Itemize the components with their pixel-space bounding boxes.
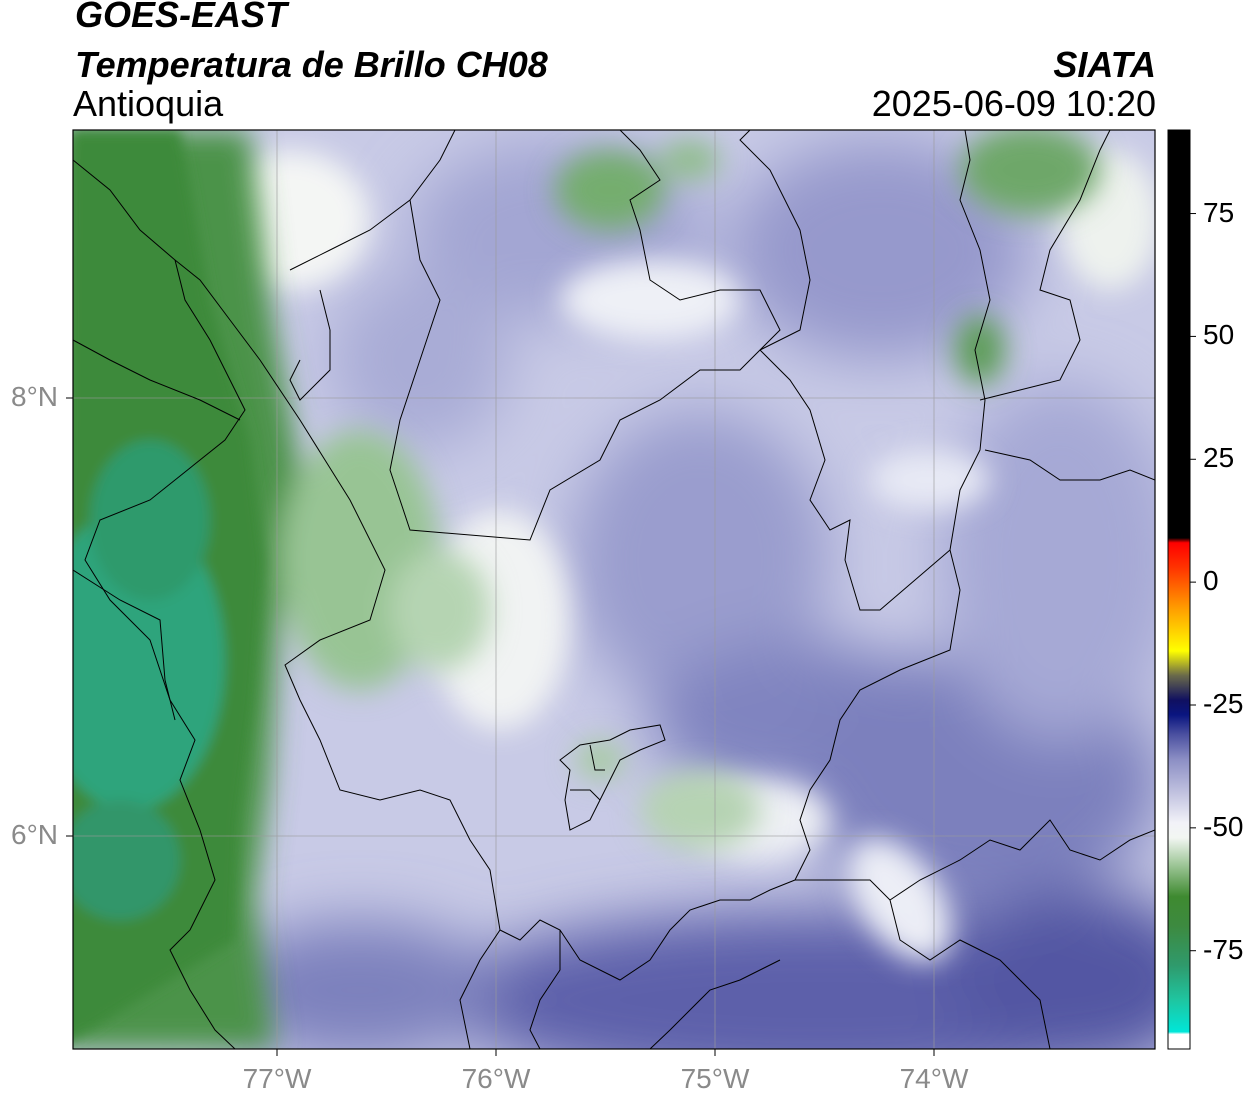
colorbar-label: 25 [1203, 442, 1235, 474]
colorbar-label: -75 [1203, 933, 1244, 965]
lat-label-6n: 6°N [11, 819, 58, 850]
organization-label: SIATA [1053, 44, 1156, 85]
axis-ticks [66, 397, 935, 1056]
lon-label-75w: 75°W [680, 1063, 750, 1094]
colorbar-label: 0 [1203, 565, 1219, 597]
colorbar-label: 75 [1203, 196, 1235, 228]
colorbar-label: -50 [1203, 810, 1244, 842]
graticule [73, 130, 1155, 1049]
satellite-title: GOES-EAST [75, 0, 288, 35]
map-frame [72, 129, 1156, 1050]
lon-label-76w: 76°W [461, 1063, 531, 1094]
lon-label-77w: 77°W [242, 1063, 312, 1094]
lon-label-74w: 74°W [899, 1063, 969, 1094]
satellite-field [73, 130, 1155, 1049]
lat-label-8n: 8°N [11, 381, 58, 412]
datetime-label: 2025-06-09 10:20 [871, 83, 1156, 124]
colorbar-label: -25 [1203, 687, 1244, 719]
region-label: Antioquia [73, 83, 224, 124]
boundaries [73, 130, 1155, 1049]
colorbar-ticks [1190, 213, 1196, 952]
product-title: Temperatura de Brillo CH08 [75, 44, 548, 85]
colorbar [1167, 129, 1191, 1050]
colorbar-label: 50 [1203, 319, 1235, 351]
